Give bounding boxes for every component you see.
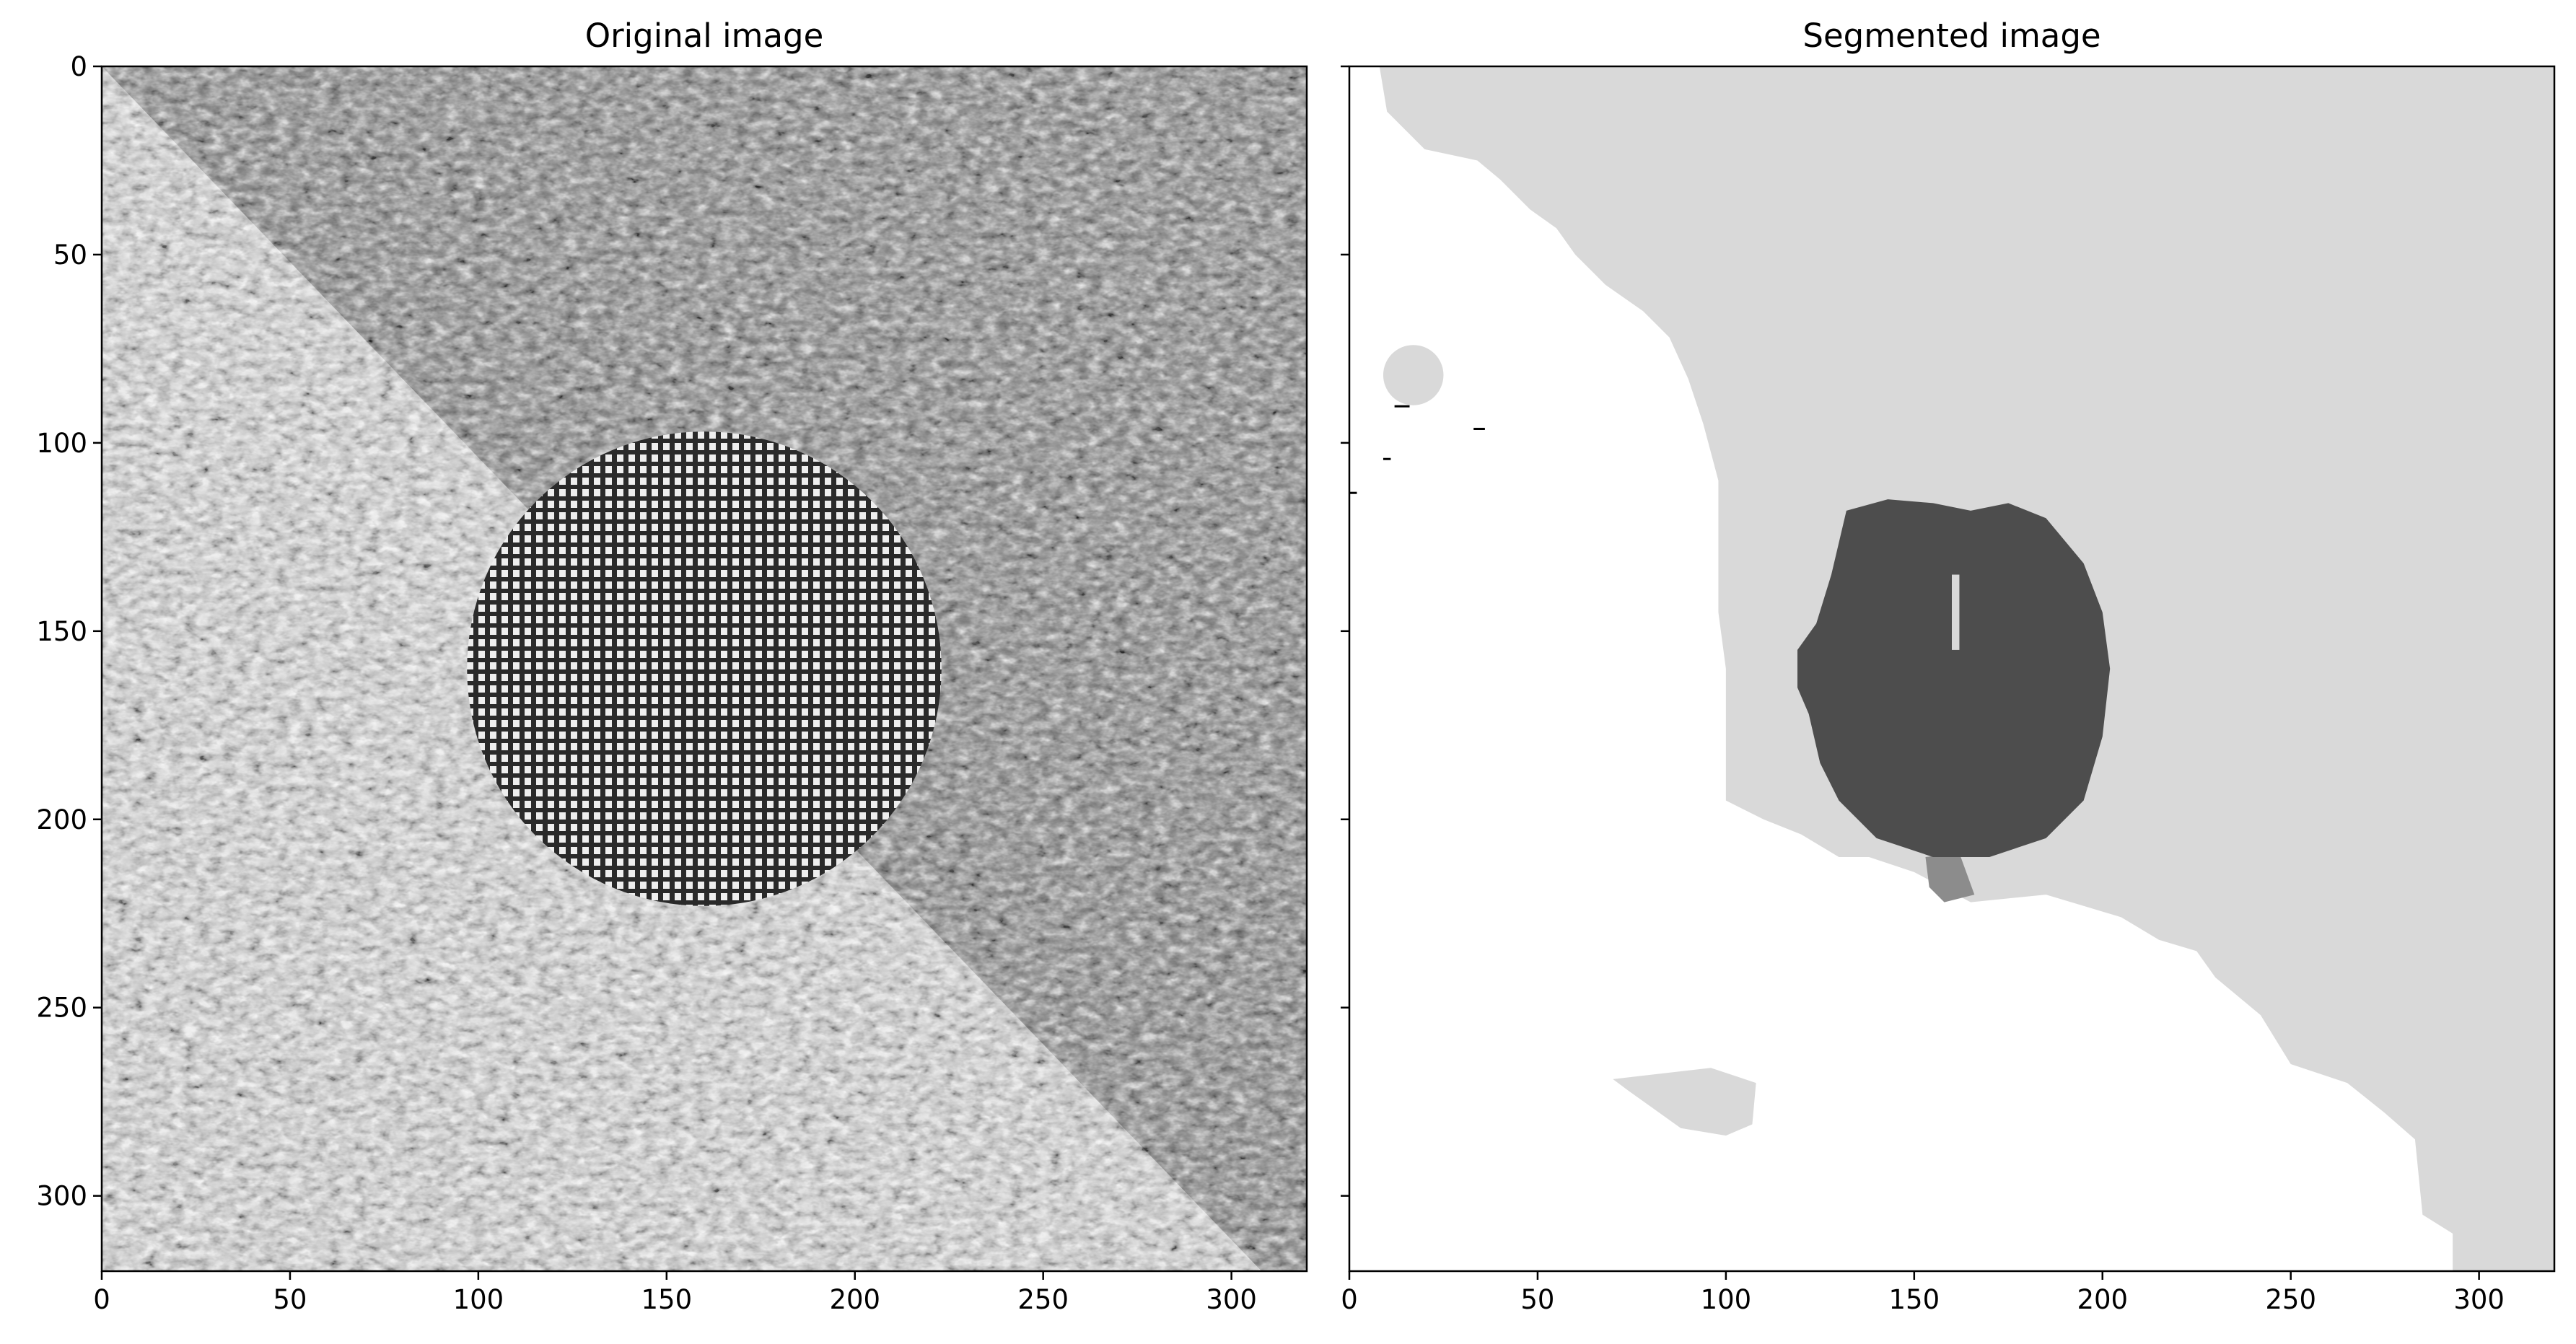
x-tick-label: 50	[273, 1284, 307, 1315]
x-tick-label: 200	[2077, 1284, 2128, 1315]
panel-original: Original image 0 50 100 150 200 250 300 0 50 100…	[36, 17, 1308, 1315]
x-tick-label: 0	[93, 1284, 110, 1315]
y-tick-label: 300	[36, 1181, 87, 1212]
segment-black-speck	[1394, 405, 1410, 408]
segment-light-gray-blob	[1383, 345, 1444, 405]
original-title: Original image	[585, 17, 824, 55]
x-tick-label: 300	[2453, 1284, 2505, 1315]
y-tick-label: 0	[70, 51, 87, 82]
panel-segmented: Segmented image 0 50 100 150 200 250 300	[1341, 17, 2556, 1315]
segmented-x-ticks: 0 50 100 150 200 250 300	[1341, 1271, 2505, 1315]
original-y-ticks: 0 50 100 150 200 250 300	[36, 51, 102, 1212]
segment-black-speck	[1473, 428, 1485, 430]
segment-mid-gray	[1925, 853, 1975, 902]
x-tick-label: 150	[1889, 1284, 1940, 1315]
y-tick-label: 200	[36, 804, 87, 835]
segment-black-speck	[1383, 457, 1391, 460]
y-tick-label: 250	[36, 993, 87, 1024]
segment-black-speck	[1349, 491, 1357, 494]
segmented-axes-frame	[1348, 65, 2556, 1273]
x-tick-label: 150	[641, 1284, 693, 1315]
texture-grid-disk	[467, 431, 942, 906]
original-axes-frame	[100, 65, 1308, 1273]
segment-light-gray-gap	[1952, 574, 1960, 650]
x-tick-label: 100	[1701, 1284, 1752, 1315]
y-tick-label: 150	[36, 616, 87, 647]
segment-light-gray-patch	[1613, 1068, 1756, 1136]
x-tick-label: 250	[1017, 1284, 1069, 1315]
y-tick-label: 50	[53, 240, 87, 271]
x-tick-label: 200	[829, 1284, 880, 1315]
y-tick-label: 100	[36, 428, 87, 459]
x-tick-label: 300	[1206, 1284, 1257, 1315]
x-tick-label: 50	[1520, 1284, 1554, 1315]
original-image	[102, 66, 1307, 1271]
segmented-title: Segmented image	[1802, 17, 2100, 55]
segmented-image	[1349, 66, 2554, 1271]
segmented-y-ticks	[1341, 65, 1349, 1197]
x-tick-label: 100	[453, 1284, 504, 1315]
x-tick-label: 250	[2265, 1284, 2316, 1315]
original-x-ticks: 0 50 100 150 200 250 300	[93, 1271, 1257, 1315]
segment-dark-gray	[1797, 499, 2111, 857]
x-tick-label: 0	[1341, 1284, 1358, 1315]
